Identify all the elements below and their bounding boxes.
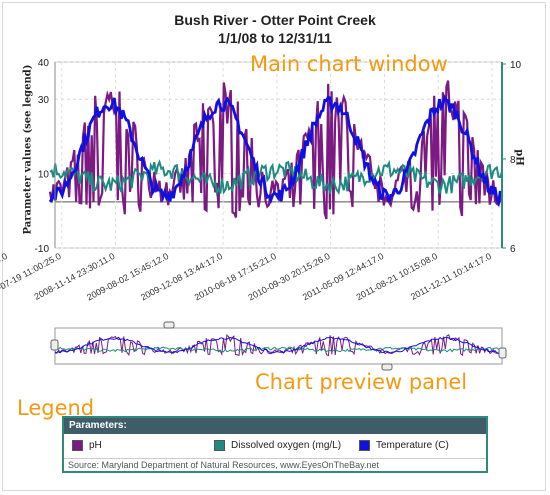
- y-left-tick-label: 30: [38, 95, 50, 106]
- preview-line-ph: [54, 334, 503, 357]
- y-right-tick-label: 6: [510, 244, 516, 255]
- main-chart-callout: Main chart window: [250, 52, 448, 76]
- preview-line-dissolved-oxygen: [54, 346, 503, 353]
- chart-preview-panel[interactable]: [0, 320, 550, 380]
- main-series-group: [48, 80, 504, 220]
- series-line-temperature: [48, 93, 504, 208]
- y-right-tick-label: 8: [510, 155, 516, 166]
- y-left-tick-label: -10: [35, 244, 50, 255]
- legend-heading: Parameters:: [64, 418, 486, 434]
- legend-item-ph[interactable]: pH: [72, 440, 102, 451]
- y-left-tick-label: 10: [38, 170, 50, 181]
- legend-item-temp[interactable]: Temperature (C): [359, 440, 449, 451]
- series-line-dissolved-oxygen: [49, 159, 503, 197]
- legend-label-temp: Temperature (C): [376, 440, 449, 451]
- legend-swatch-do: [214, 440, 225, 451]
- legend-source: Source: Maryland Department of Natural R…: [64, 458, 486, 472]
- preview-handle-bottom[interactable]: [381, 363, 393, 371]
- x-tick-label: 2008-07-19 11:00:25.0: [0, 251, 63, 302]
- preview-handle-left[interactable]: [50, 339, 59, 351]
- series-line-ph: [48, 80, 504, 220]
- y-left-tick-label: 40: [38, 58, 50, 69]
- preview-frame: [54, 327, 503, 365]
- preview-line-temperature: [54, 336, 503, 354]
- legend-swatch-ph: [72, 440, 83, 451]
- legend-swatch-temp: [359, 440, 370, 451]
- chart-frame: [2, 2, 546, 491]
- preview-handle-right[interactable]: [498, 347, 507, 359]
- legend-label-do: Dissolved oxygen (mg/L): [231, 440, 342, 451]
- preview-handle-top[interactable]: [163, 321, 175, 329]
- preview-callout: Chart preview panel: [255, 370, 468, 394]
- y-right-tick-label: 10: [510, 60, 522, 71]
- chart-title: Bush River - Otter Point Creek: [174, 12, 376, 28]
- legend-item-do[interactable]: Dissolved oxygen (mg/L): [214, 440, 341, 451]
- chart-subtitle: 1/1/08 to 12/31/11: [218, 30, 332, 46]
- preview-series-group: [50, 321, 507, 371]
- legend-label-ph: pH: [89, 440, 102, 451]
- legend: Parameters: pH Dissolved oxygen (mg/L) T…: [62, 416, 488, 473]
